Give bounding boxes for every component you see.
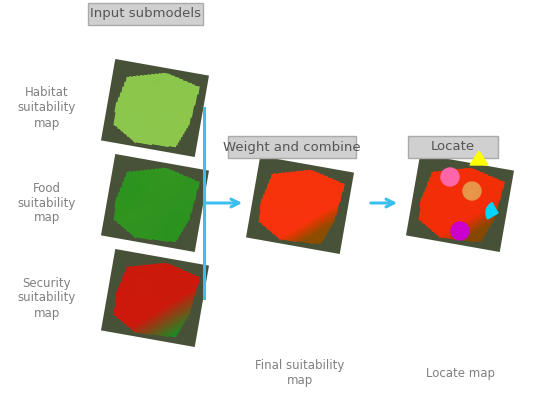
Text: Locate: Locate [431,141,475,154]
Text: Locate map: Locate map [426,366,494,380]
Text: Final suitability
map: Final suitability map [255,359,345,387]
Text: Food
suitability
map: Food suitability map [18,181,76,224]
FancyBboxPatch shape [88,3,203,25]
Circle shape [441,168,459,186]
Text: Input submodels: Input submodels [90,8,201,21]
Text: Habitat
suitability
map: Habitat suitability map [18,87,76,129]
FancyBboxPatch shape [228,136,356,158]
Text: Security
suitability
map: Security suitability map [18,276,76,320]
Circle shape [463,182,481,200]
Text: Weight and combine: Weight and combine [223,141,361,154]
Polygon shape [470,151,488,165]
Circle shape [451,222,469,240]
Wedge shape [486,203,498,219]
FancyBboxPatch shape [408,136,498,158]
